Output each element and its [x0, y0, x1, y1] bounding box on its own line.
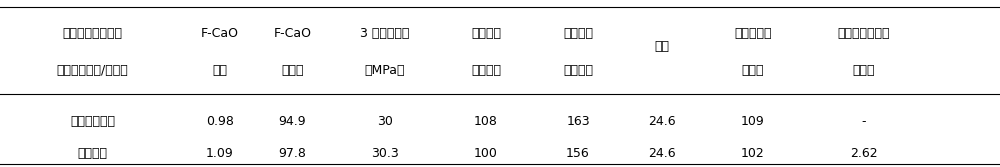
- Text: 163: 163: [566, 115, 590, 128]
- Text: 2.62: 2.62: [850, 147, 877, 160]
- Text: 102: 102: [741, 147, 765, 160]
- Text: 30: 30: [377, 115, 393, 128]
- Text: （吨）: （吨）: [742, 64, 764, 77]
- Text: 熟料吨成本下降: 熟料吨成本下降: [837, 27, 890, 40]
- Text: 108: 108: [474, 115, 498, 128]
- Text: 100: 100: [474, 147, 498, 160]
- Text: （分钟）: （分钟）: [563, 64, 593, 77]
- Text: F-CaO: F-CaO: [201, 27, 239, 40]
- Text: 初凝时间: 初凝时间: [471, 27, 501, 40]
- Text: 终凝时间: 终凝时间: [563, 27, 593, 40]
- Text: 3 天抗压强度: 3 天抗压强度: [360, 27, 410, 40]
- Text: 发热量（千卡/公斤）: 发热量（千卡/公斤）: [57, 64, 128, 77]
- Text: 稠度: 稠度: [654, 40, 669, 53]
- Text: -: -: [861, 115, 866, 128]
- Text: 30.3: 30.3: [371, 147, 399, 160]
- Text: 0.98: 0.98: [206, 115, 234, 128]
- Text: F-CaO: F-CaO: [274, 27, 312, 40]
- Text: 109: 109: [741, 115, 765, 128]
- Text: 合格率: 合格率: [281, 64, 304, 77]
- Text: （MPa）: （MPa）: [365, 64, 405, 77]
- Text: 156: 156: [566, 147, 590, 160]
- Text: 滤饼煤炭混合物的: 滤饼煤炭混合物的: [62, 27, 122, 40]
- Text: 24.6: 24.6: [648, 147, 675, 160]
- Text: 标煤耗公斤: 标煤耗公斤: [734, 27, 772, 40]
- Text: 24.6: 24.6: [648, 115, 675, 128]
- Text: 添加滤饼: 添加滤饼: [78, 147, 108, 160]
- Text: 均值: 均值: [212, 64, 228, 77]
- Text: 1.09: 1.09: [206, 147, 234, 160]
- Text: 97.8: 97.8: [279, 147, 306, 160]
- Text: （元）: （元）: [852, 64, 875, 77]
- Text: 没有添加滤饼: 没有添加滤饼: [70, 115, 115, 128]
- Text: 94.9: 94.9: [279, 115, 306, 128]
- Text: （分钟）: （分钟）: [471, 64, 501, 77]
